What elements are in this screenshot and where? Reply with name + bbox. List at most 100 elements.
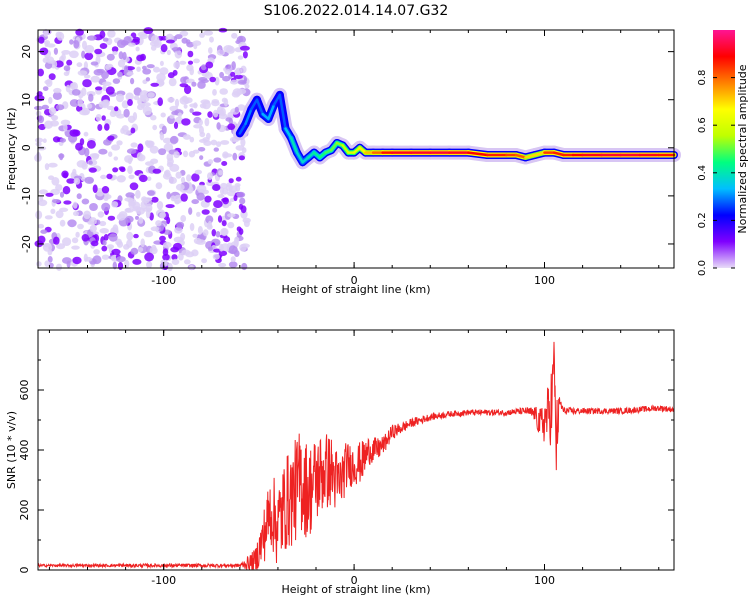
noise-mark	[99, 228, 109, 234]
noise-mark	[146, 176, 152, 181]
noise-mark	[160, 112, 166, 118]
noise-mark	[188, 150, 196, 158]
x-tick-label: 100	[534, 274, 555, 287]
noise-mark	[144, 252, 155, 262]
noise-mark	[237, 104, 246, 111]
noise-mark	[241, 262, 248, 271]
noise-mark	[136, 66, 141, 72]
noise-mark	[181, 118, 191, 126]
y-tick-label: 0	[20, 144, 33, 151]
noise-mark	[150, 82, 159, 87]
noise-mark	[186, 174, 192, 182]
spectrogram-y-label: Frequency (Hz)	[5, 108, 18, 191]
colorbar-tick-label: 0.0	[697, 260, 708, 276]
noise-mark	[62, 186, 71, 195]
noise-mark	[160, 44, 168, 53]
noise-mark	[216, 106, 224, 115]
noise-mark	[90, 75, 100, 83]
noise-mark	[166, 216, 171, 225]
noise-mark	[67, 219, 77, 228]
noise-mark	[237, 80, 247, 85]
noise-mark	[104, 123, 110, 131]
noise-mark	[173, 61, 181, 69]
y-tick-label: 200	[18, 500, 31, 521]
noise-mark	[199, 131, 206, 138]
noise-mark	[192, 233, 198, 238]
noise-mark	[236, 88, 247, 95]
noise-mark	[162, 172, 172, 180]
noise-mark	[82, 79, 92, 88]
noise-mark	[108, 151, 113, 157]
noise-mark	[116, 213, 126, 221]
noise-mark	[142, 102, 151, 107]
noise-mark	[84, 52, 94, 61]
noise-mark	[103, 99, 110, 107]
noise-mark	[237, 55, 244, 60]
noise-mark	[107, 135, 115, 141]
noise-mark	[210, 139, 218, 146]
noise-mark	[179, 83, 189, 88]
noise-mark	[163, 143, 174, 152]
noise-mark	[50, 208, 56, 214]
noise-mark	[137, 247, 144, 253]
noise-mark	[72, 201, 78, 209]
noise-mark	[179, 30, 189, 37]
noise-mark	[48, 96, 53, 105]
noise-mark	[59, 153, 64, 161]
noise-mark	[59, 138, 66, 143]
noise-mark	[37, 115, 45, 124]
snr-series-line	[37, 341, 675, 570]
ridge-core	[341, 144, 350, 154]
noise-mark	[242, 51, 248, 59]
noise-mark	[215, 231, 221, 238]
noise-mark	[166, 49, 171, 56]
noise-mark	[62, 237, 72, 247]
noise-mark	[105, 86, 115, 95]
noise-mark	[102, 84, 107, 92]
noise-mark	[218, 262, 227, 268]
noise-mark	[112, 78, 121, 84]
noise-mark	[174, 226, 183, 234]
noise-mark	[43, 40, 51, 45]
noise-mark	[225, 184, 233, 192]
noise-mark	[166, 191, 171, 200]
noise-mark	[69, 99, 80, 107]
noise-mark	[34, 105, 44, 111]
snr-y-label: SNR (10 * v/v)	[5, 411, 18, 489]
noise-mark	[205, 61, 214, 69]
noise-mark	[44, 215, 53, 220]
colorbar-tick-label: 0.8	[697, 70, 708, 86]
noise-mark	[163, 259, 168, 267]
colorbar-label: Normalized spectral amplitude	[736, 64, 749, 233]
noise-mark	[212, 207, 218, 213]
noise-mark	[244, 83, 250, 89]
noise-mark	[92, 184, 98, 193]
noise-mark	[36, 152, 42, 162]
noise-mark	[189, 108, 194, 114]
noise-mark	[100, 174, 107, 180]
ridge-core	[278, 93, 287, 130]
noise-mark	[137, 97, 143, 106]
noise-mark	[75, 142, 83, 151]
noise-mark	[90, 61, 99, 66]
noise-mark	[142, 106, 152, 116]
noise-mark	[230, 79, 239, 85]
noise-mark	[125, 215, 134, 223]
noise-mark	[230, 71, 236, 77]
noise-mark	[50, 120, 59, 127]
noise-mark	[222, 153, 233, 158]
noise-mark	[226, 45, 235, 54]
noise-mark	[162, 137, 172, 144]
noise-mark	[182, 150, 189, 158]
noise-mark	[142, 79, 148, 85]
noise-mark	[112, 167, 119, 173]
noise-mark	[174, 199, 180, 205]
noise-mark	[167, 72, 175, 79]
noise-mark	[116, 140, 123, 146]
noise-mark	[63, 124, 68, 132]
noise-mark	[205, 215, 214, 224]
noise-mark	[81, 87, 87, 97]
noise-mark	[130, 127, 136, 134]
noise-mark	[174, 98, 180, 108]
noise-mark	[42, 243, 52, 248]
